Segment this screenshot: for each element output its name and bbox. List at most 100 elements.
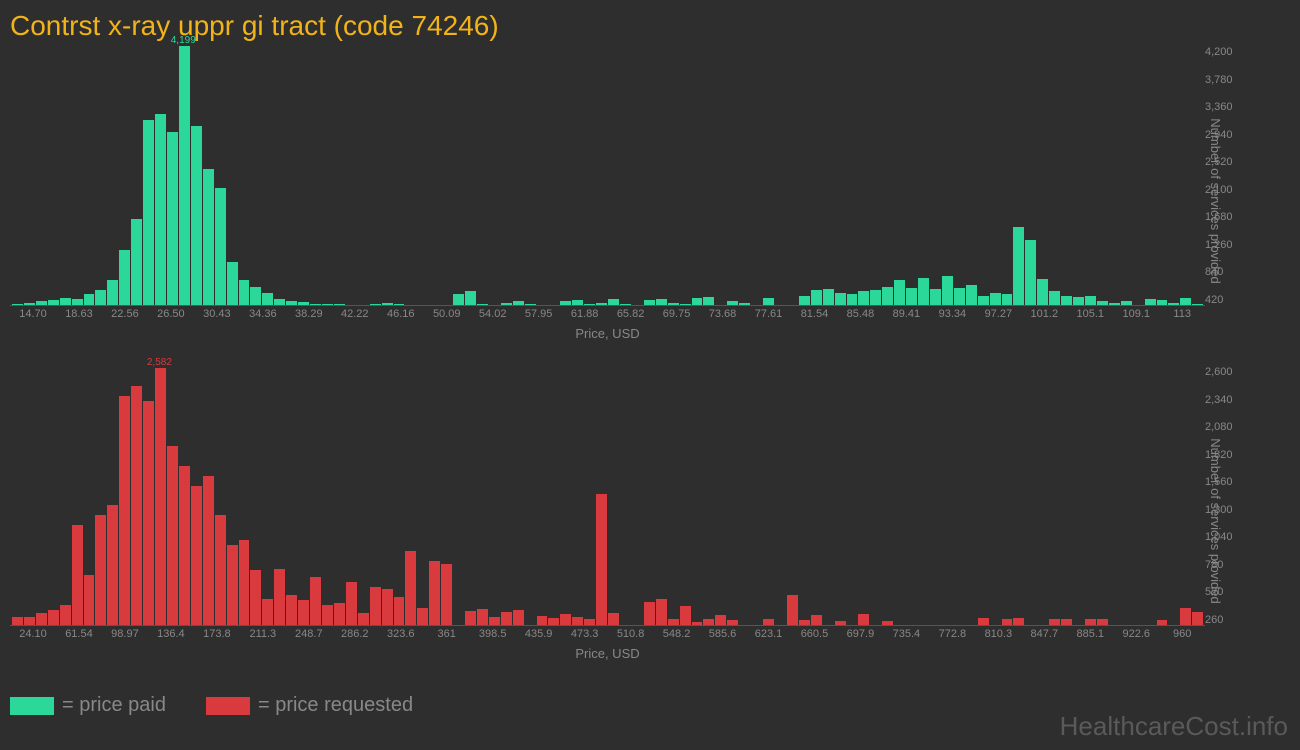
x-tick: 772.8 <box>929 628 975 640</box>
legend-label-requested: = price requested <box>258 694 413 717</box>
x-tick: 323.6 <box>378 628 424 640</box>
bar <box>1049 291 1060 305</box>
bar <box>24 617 35 625</box>
bar <box>680 304 691 305</box>
bar <box>608 299 619 305</box>
bar <box>1168 303 1179 305</box>
bar <box>596 303 607 305</box>
bar <box>250 570 261 625</box>
bars-bottom <box>10 366 1205 625</box>
bar <box>286 595 297 625</box>
bar <box>370 304 381 305</box>
x-tick: 77.61 <box>746 308 792 320</box>
charts-container: 4,199 4,2003,7803,3602,9402,5202,1001,68… <box>0 46 1300 676</box>
bar <box>310 577 321 625</box>
bar <box>668 619 679 625</box>
bar <box>95 290 106 305</box>
bar <box>322 605 333 625</box>
bar <box>1097 301 1108 305</box>
x-tick: 46.16 <box>378 308 424 320</box>
bar <box>537 616 548 625</box>
bar <box>274 299 285 305</box>
bar <box>1157 620 1168 625</box>
legend-label-paid: = price paid <box>62 694 166 717</box>
bar <box>155 114 166 305</box>
bar <box>811 615 822 625</box>
bar <box>1013 618 1024 625</box>
bar <box>60 605 71 625</box>
bar <box>990 293 1001 305</box>
bar <box>703 297 714 305</box>
bar <box>322 304 333 305</box>
x-tick: 136.4 <box>148 628 194 640</box>
bar <box>417 608 428 625</box>
bar <box>918 278 929 305</box>
bar <box>107 280 118 305</box>
bar <box>978 296 989 305</box>
x-tick: 42.22 <box>332 308 378 320</box>
x-tick: 960 <box>1159 628 1205 640</box>
bar <box>584 619 595 625</box>
bar <box>286 301 297 305</box>
x-tick: 26.50 <box>148 308 194 320</box>
bar <box>763 619 774 625</box>
y-axis-label-top: Number of services provided <box>1208 118 1223 283</box>
bar <box>620 304 631 305</box>
plot-area-top: 4,199 <box>10 46 1205 306</box>
bar <box>1037 279 1048 305</box>
y-tick: 2,340 <box>1205 394 1250 406</box>
bar <box>501 303 512 305</box>
x-tick: 57.95 <box>516 308 562 320</box>
bar <box>250 287 261 306</box>
x-tick: 97.27 <box>975 308 1021 320</box>
bars-top <box>10 46 1205 305</box>
x-tick: 54.02 <box>470 308 516 320</box>
bar <box>501 612 512 625</box>
x-tick: 105.1 <box>1067 308 1113 320</box>
watermark: HealthcareCost.info <box>1060 711 1288 742</box>
x-tick: 361 <box>424 628 470 640</box>
x-tick: 69.75 <box>654 308 700 320</box>
bar <box>72 299 83 305</box>
x-tick: 922.6 <box>1113 628 1159 640</box>
x-tick: 548.2 <box>654 628 700 640</box>
x-tick: 34.36 <box>240 308 286 320</box>
x-tick: 585.6 <box>700 628 746 640</box>
bar <box>882 621 893 625</box>
bar <box>489 617 500 625</box>
bar <box>1180 298 1191 305</box>
bar <box>656 599 667 625</box>
bar <box>143 120 154 305</box>
x-tick: 473.3 <box>562 628 608 640</box>
x-ticks-bottom: 24.1061.5498.97136.4173.8211.3248.7286.2… <box>10 628 1205 640</box>
bar <box>394 304 405 305</box>
bar <box>119 250 130 306</box>
bar <box>835 293 846 305</box>
x-tick: 435.9 <box>516 628 562 640</box>
bar <box>60 298 71 305</box>
bar <box>1049 619 1060 625</box>
bar <box>203 169 214 305</box>
bar <box>847 294 858 305</box>
bar <box>382 303 393 305</box>
bar <box>179 466 190 625</box>
bar <box>1025 240 1036 305</box>
x-tick: 248.7 <box>286 628 332 640</box>
bar <box>215 515 226 625</box>
bar <box>167 446 178 625</box>
x-tick: 24.10 <box>10 628 56 640</box>
bar <box>84 575 95 625</box>
bar <box>227 545 238 625</box>
bar <box>131 219 142 305</box>
x-tick: 22.56 <box>102 308 148 320</box>
chart-price-paid: 4,199 4,2003,7803,3602,9402,5202,1001,68… <box>10 46 1290 356</box>
bar <box>358 613 369 625</box>
bar <box>656 299 667 305</box>
bar <box>12 304 23 305</box>
bar <box>262 293 273 305</box>
x-tick: 18.63 <box>56 308 102 320</box>
y-tick: 2,600 <box>1205 366 1250 378</box>
bar <box>763 298 774 305</box>
bar <box>155 368 166 625</box>
bar <box>858 614 869 625</box>
